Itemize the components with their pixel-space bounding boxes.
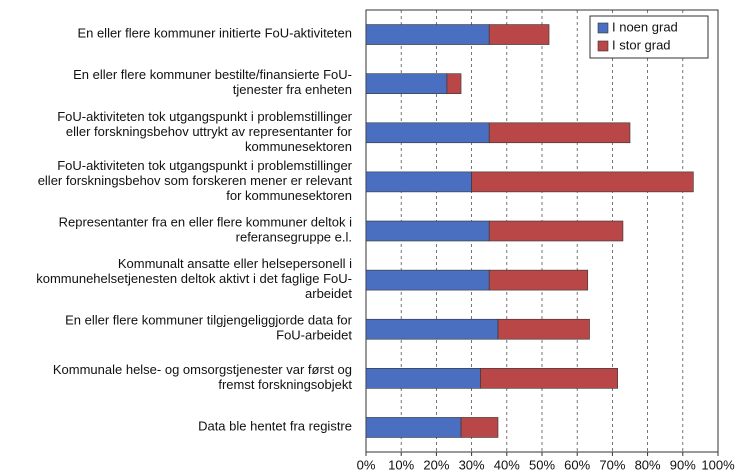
x-tick-label: 0% [357, 457, 376, 472]
category-line: kommunesektoren [245, 139, 352, 154]
category-line: for kommunesektoren [226, 188, 352, 203]
bar-segment [365, 171, 472, 193]
bar-segment [488, 122, 631, 144]
category-line: Kommunale helse- og omsorgstjenester var… [53, 362, 352, 377]
x-tick-label: 20% [423, 457, 449, 472]
category-label: FoU-aktiviteten tok utgangspunkt i probl… [57, 109, 352, 154]
category-line: arbeidet [305, 287, 352, 302]
x-tick-label: 30% [459, 457, 485, 472]
x-tick-label: 50% [529, 457, 555, 472]
category-line: fremst forskningsobjekt [218, 377, 352, 392]
bar-segment [365, 220, 490, 242]
x-tick-label: 80% [635, 457, 661, 472]
legend-label: I noen grad [612, 19, 678, 34]
category-label: En eller flere kommuner initierte FoU-ak… [77, 26, 352, 41]
legend-swatch [597, 22, 609, 34]
category-line: eller forskningsbehov som forskeren mene… [38, 173, 353, 188]
category-line: Representanter fra en eller flere kommun… [59, 215, 352, 230]
bar-segment [365, 73, 448, 94]
bar-segment [446, 73, 462, 94]
category-line: En eller flere kommuner initierte FoU-ak… [77, 26, 352, 41]
category-label: FoU-aktiviteten tok utgangspunkt i probl… [38, 158, 353, 203]
category-line: Kommunalt ansatte eller helsepersonell i [118, 257, 352, 272]
x-tick-label: 100% [701, 457, 735, 472]
legend-label: I stor grad [612, 37, 671, 52]
category-label: En eller flere kommuner bestilte/finansi… [73, 68, 352, 98]
bar-segment [365, 269, 490, 291]
category-label: Data ble hentet fra registre [198, 419, 352, 434]
x-tick-label: 40% [494, 457, 520, 472]
category-line: kommunehelsetjenesten deltok aktivt i de… [36, 272, 352, 287]
category-line: eller forskningsbehov uttrykt av represe… [66, 124, 353, 139]
bar-segment [480, 368, 618, 389]
bar-segment [365, 417, 462, 438]
category-line: FoU-aktiviteten tok utgangspunkt i probl… [57, 109, 352, 124]
bar-segment [365, 24, 490, 45]
x-tick-label: 90% [670, 457, 696, 472]
bar-segment [365, 368, 481, 389]
bar-segment [365, 318, 499, 340]
category-line: Data ble hentet fra registre [198, 419, 352, 434]
bar-segment [488, 24, 550, 45]
category-line: FoU-aktiviteten tok utgangspunkt i probl… [57, 158, 352, 173]
bar-segment [471, 171, 694, 193]
x-tick-label: 60% [564, 457, 590, 472]
category-line: tjenester fra enheten [233, 83, 352, 98]
category-label: Kommunalt ansatte eller helsepersonell i… [36, 257, 352, 302]
category-label: Representanter fra en eller flere kommun… [59, 215, 352, 245]
legend-box [589, 15, 709, 59]
legend-swatch [597, 40, 609, 52]
category-line: En eller flere kommuner tilgjengeliggjor… [65, 313, 353, 328]
category-line: referansegruppe e.l. [236, 230, 352, 245]
bar-segment [365, 122, 490, 144]
category-label: En eller flere kommuner tilgjengeliggjor… [65, 313, 353, 343]
bar-segment [488, 220, 624, 242]
bar-segment [497, 318, 590, 340]
bar-segment [488, 269, 589, 291]
category-line: En eller flere kommuner bestilte/finansi… [73, 68, 352, 83]
x-tick-label: 10% [388, 457, 414, 472]
category-label: Kommunale helse- og omsorgstjenester var… [53, 362, 353, 392]
x-tick-label: 70% [599, 457, 625, 472]
bar-segment [460, 417, 499, 438]
category-line: FoU-arbeidet [276, 328, 352, 343]
